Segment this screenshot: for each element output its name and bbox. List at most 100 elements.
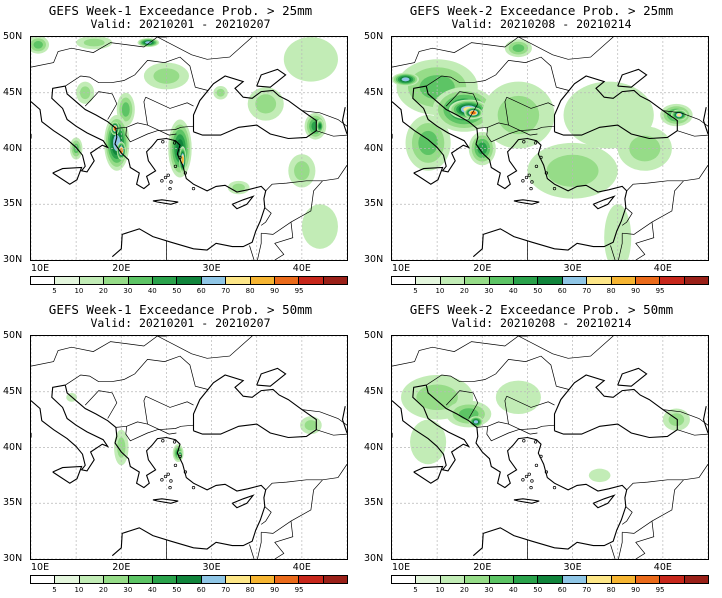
island — [160, 179, 164, 183]
probability-map — [391, 36, 709, 261]
island — [524, 474, 529, 479]
coastline — [617, 68, 648, 88]
island — [552, 186, 557, 191]
island — [522, 140, 526, 144]
country-border — [265, 165, 347, 192]
panel-week1-25mm: GEFS Week-1 Exceedance Prob. > 25mm Vali… — [0, 0, 361, 299]
probability-contour — [117, 437, 126, 458]
colorbar — [391, 575, 709, 584]
lon-tick-label: 10E — [392, 562, 411, 573]
island — [539, 454, 543, 459]
lat-tick-label: 30N — [364, 553, 384, 564]
country-border — [249, 245, 255, 260]
colorbar-swatch — [611, 277, 636, 284]
coastline — [52, 166, 83, 185]
colorbar-swatch — [465, 576, 490, 583]
colorbar-tick-label: 95 — [655, 586, 665, 594]
country-border — [618, 532, 623, 559]
colorbar-tick-label: 60 — [196, 287, 206, 295]
coastline — [392, 85, 471, 173]
coastline — [392, 384, 471, 472]
country-border — [476, 396, 509, 428]
colorbar-swatch — [31, 576, 56, 583]
island — [533, 141, 538, 145]
coastline — [513, 498, 540, 504]
country-border — [115, 97, 148, 129]
country-border — [518, 336, 614, 359]
lon-tick-label: 20E — [112, 562, 131, 573]
island — [529, 186, 533, 191]
colorbar-tick-label: 10 — [435, 586, 445, 594]
island — [544, 470, 549, 474]
island — [178, 454, 182, 459]
lon-tick-label: 30E — [563, 562, 582, 573]
colorbar-swatch — [416, 277, 441, 284]
colorbar-swatch — [299, 576, 324, 583]
colorbar-swatch — [79, 576, 105, 583]
coastline — [553, 374, 678, 439]
country-border — [392, 336, 528, 367]
lon-tick-label: 30E — [202, 263, 221, 274]
country-border — [392, 37, 528, 68]
colorbar-tick-label: 95 — [294, 287, 304, 295]
country-border — [445, 390, 479, 419]
colorbar-swatch — [513, 576, 539, 583]
colorbar-tick-label: 5 — [413, 287, 418, 295]
map-canvas — [31, 37, 347, 260]
coastline — [192, 374, 317, 439]
colorbar-swatch — [489, 576, 514, 583]
lat-tick-label: 40N — [3, 142, 23, 154]
colorbar-swatch — [489, 277, 514, 284]
colorbar-swatch — [201, 576, 227, 583]
country-border — [508, 124, 538, 136]
island — [160, 478, 164, 482]
probability-contour — [121, 102, 130, 117]
island — [529, 485, 533, 490]
probability-map — [391, 335, 709, 560]
colorbar-tick-label: 95 — [655, 287, 665, 295]
colorbar-tick-label: 10 — [74, 586, 84, 594]
colorbar-swatch — [440, 277, 466, 284]
lon-tick-label: 30E — [202, 562, 221, 573]
probability-field — [392, 39, 693, 260]
colorbar-tick-label: 20 — [98, 586, 108, 594]
colorbar-tick-label: 80 — [245, 586, 255, 594]
lat-tick-label: 40N — [3, 441, 23, 453]
lat-tick-label: 50N — [364, 330, 384, 341]
colorbar-swatch — [31, 277, 56, 284]
country-border — [157, 37, 253, 60]
country-border — [622, 180, 684, 235]
colorbar-swatch — [104, 576, 129, 583]
probability-contour — [495, 380, 541, 415]
lat-tick-label: 30N — [3, 254, 23, 265]
country-border — [265, 464, 347, 491]
country-border — [145, 96, 194, 109]
colorbar-swatch — [177, 576, 202, 583]
colorbar-tick-label: 70 — [221, 586, 231, 594]
country-border — [316, 429, 347, 436]
country-border — [635, 222, 655, 260]
country-border — [31, 336, 167, 367]
colorbar-tick-label: 60 — [557, 586, 567, 594]
coastline — [231, 494, 255, 509]
country-border — [257, 233, 262, 260]
island — [530, 180, 534, 184]
island — [552, 485, 557, 490]
colorbar-tick-label: 20 — [98, 287, 108, 295]
country-border — [662, 110, 708, 127]
country-border — [518, 37, 614, 60]
lat-tick-label: 50N — [3, 31, 23, 42]
lat-tick-label: 35N — [3, 198, 23, 210]
colorbar-swatch — [635, 277, 661, 284]
colorbar-swatch — [416, 576, 441, 583]
island — [168, 485, 172, 490]
island — [534, 164, 539, 168]
coastline — [702, 406, 708, 434]
colorbar-tick-label: 5 — [52, 287, 57, 295]
country-border — [84, 390, 118, 419]
country-border — [677, 130, 708, 137]
probability-contour — [588, 468, 611, 483]
panel-title: GEFS Week-2 Exceedance Prob. > 50mm — [409, 302, 674, 317]
lat-tick-label: 35N — [364, 497, 384, 509]
country-border — [662, 409, 708, 426]
